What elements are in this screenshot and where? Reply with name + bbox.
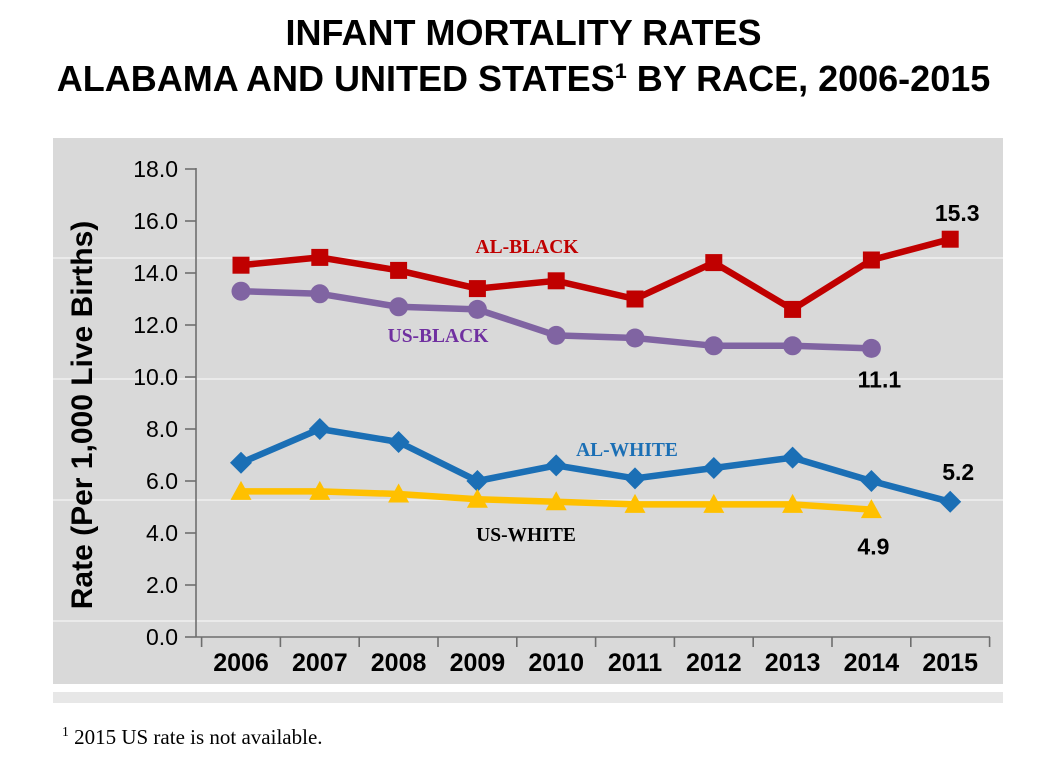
series-AL-WHITE-marker-diamond bbox=[545, 454, 568, 477]
series-AL-WHITE-marker-diamond bbox=[939, 490, 962, 513]
series-AL-WHITE-marker-diamond bbox=[860, 470, 883, 492]
x-axis-tick-label: 2009 bbox=[450, 649, 506, 677]
chart-title-line2-text: ALABAMA AND UNITED STATES bbox=[56, 58, 615, 99]
series-US-WHITE-marker-triangle bbox=[309, 480, 331, 500]
series-US-BLACK-marker-circle bbox=[467, 299, 487, 319]
series-AL-WHITE-marker-diamond bbox=[702, 457, 725, 479]
x-axis-tick-label: 2015 bbox=[922, 649, 978, 677]
y-axis-tick-label: 6.0 bbox=[146, 468, 178, 494]
x-axis-tick-label: 2006 bbox=[213, 649, 269, 677]
series-AL-WHITE-marker-diamond bbox=[387, 431, 410, 453]
series-label-AL-WHITE: AL-WHITE bbox=[576, 440, 678, 461]
y-axis-tick-label: 12.0 bbox=[133, 312, 178, 338]
series-AL-BLACK-marker-square bbox=[232, 256, 250, 274]
series-AL-BLACK-marker-square bbox=[547, 272, 565, 290]
series-label-AL-BLACK: AL-BLACK bbox=[476, 237, 580, 258]
series-US-BLACK-marker-circle bbox=[546, 325, 566, 345]
y-axis-tick-label: 8.0 bbox=[146, 416, 178, 442]
x-axis-tick-label: 2011 bbox=[608, 649, 662, 677]
series-AL-BLACK-marker-square bbox=[941, 230, 959, 248]
series-US-WHITE-marker-triangle bbox=[466, 488, 488, 508]
data-label-US-WHITE-2014: 4.9 bbox=[857, 534, 889, 560]
chart-title: INFANT MORTALITY RATES ALABAMA AND UNITE… bbox=[0, 10, 1047, 102]
chart-plot-area-bottom-strip bbox=[53, 692, 1003, 703]
series-US-BLACK-marker-circle bbox=[310, 284, 330, 304]
series-AL-BLACK-marker-square bbox=[311, 248, 329, 266]
series-AL-WHITE-marker-diamond bbox=[466, 470, 489, 492]
series-US-WHITE-marker-triangle bbox=[545, 491, 567, 511]
series-US-BLACK-marker-circle bbox=[783, 336, 803, 356]
y-axis-tick-label: 0.0 bbox=[146, 624, 178, 650]
series-US-BLACK-marker-circle bbox=[861, 338, 881, 358]
series-US-BLACK-marker-circle bbox=[389, 297, 409, 317]
series-AL-BLACK-marker-square bbox=[862, 251, 880, 269]
series-line-AL-WHITE bbox=[237, 425, 954, 506]
series-US-BLACK-marker-circle bbox=[231, 281, 251, 301]
chart-title-line1: INFANT MORTALITY RATES bbox=[285, 12, 762, 53]
y-axis-tick-label: 10.0 bbox=[133, 364, 178, 390]
series-AL-WHITE-marker-diamond bbox=[781, 446, 804, 469]
y-axis-tick-label: 4.0 bbox=[146, 520, 178, 546]
y-axis-tick-label: 16.0 bbox=[133, 208, 178, 234]
y-axis-tick-label: 14.0 bbox=[133, 260, 178, 286]
data-label-US-BLACK-2014: 11.1 bbox=[858, 366, 902, 392]
series-US-WHITE-marker-triangle bbox=[782, 493, 804, 513]
series-AL-WHITE-marker-diamond bbox=[624, 467, 646, 490]
series-US-WHITE-marker-triangle bbox=[230, 480, 252, 500]
footnote-text: 2015 US rate is not available. bbox=[68, 725, 323, 749]
data-label-AL-BLACK-2015: 15.3 bbox=[935, 200, 980, 226]
x-axis-tick-label: 2008 bbox=[371, 649, 427, 677]
series-US-WHITE-marker-triangle bbox=[388, 483, 410, 503]
series-label-US-BLACK: US-BLACK bbox=[388, 326, 490, 347]
series-AL-BLACK-marker-square bbox=[390, 261, 408, 279]
chart-plot-area bbox=[53, 138, 1003, 684]
series-AL-BLACK-marker-square bbox=[705, 254, 723, 272]
x-axis-tick-label: 2012 bbox=[686, 649, 742, 677]
y-axis-tick-label: 18.0 bbox=[133, 156, 178, 182]
x-axis-tick-label: 2014 bbox=[844, 649, 900, 677]
x-axis-tick-label: 2010 bbox=[528, 649, 584, 677]
chart-title-line2-tail: BY RACE, 2006-2015 bbox=[626, 58, 991, 99]
series-AL-BLACK-marker-square bbox=[468, 280, 486, 298]
series-US-WHITE-marker-triangle bbox=[703, 493, 725, 513]
footnote-marker: 1 bbox=[62, 724, 69, 739]
series-AL-WHITE-marker-diamond bbox=[230, 451, 252, 474]
series-US-BLACK-marker-circle bbox=[704, 336, 724, 356]
series-line-AL-BLACK bbox=[237, 235, 954, 313]
series-AL-WHITE-marker-diamond bbox=[308, 418, 331, 440]
series-AL-BLACK-marker-square bbox=[626, 290, 644, 308]
series-label-US-WHITE: US-WHITE bbox=[476, 525, 576, 546]
footnote: 1 2015 US rate is not available. bbox=[62, 724, 323, 750]
chart-title-footnote-marker: 1 bbox=[614, 58, 627, 83]
series-US-BLACK-marker-circle bbox=[625, 328, 645, 348]
series-US-WHITE-marker-triangle bbox=[624, 493, 646, 513]
x-axis-tick-label: 2007 bbox=[292, 649, 348, 677]
series-AL-BLACK-marker-square bbox=[784, 300, 802, 318]
x-axis-tick-label: 2013 bbox=[765, 649, 821, 677]
data-label-AL-WHITE-2015: 5.2 bbox=[942, 459, 974, 485]
series-US-WHITE-marker-triangle bbox=[860, 499, 882, 519]
y-axis-tick-label: 2.0 bbox=[146, 572, 178, 598]
chart-title-line2: ALABAMA AND UNITED STATES1 BY RACE, 2006… bbox=[0, 56, 1047, 102]
